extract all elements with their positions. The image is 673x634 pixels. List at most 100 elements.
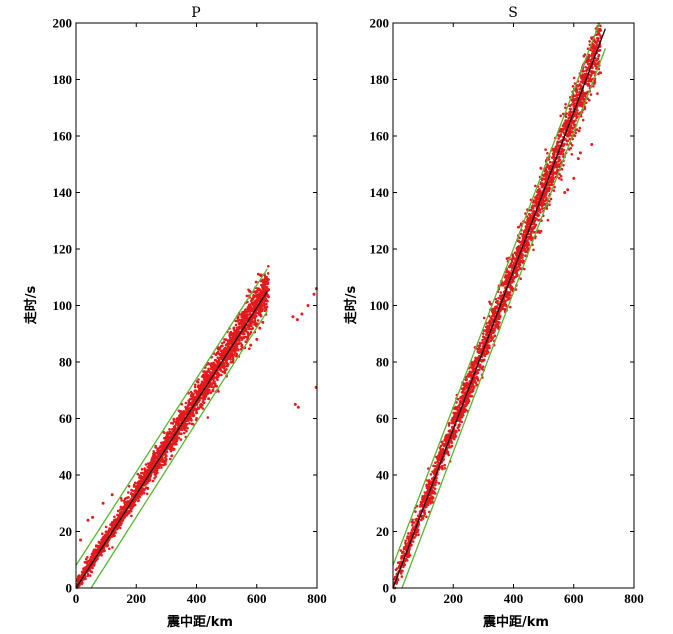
data-point — [461, 407, 465, 411]
data-point — [524, 250, 527, 253]
data-point — [521, 256, 524, 259]
data-point — [589, 74, 592, 78]
data-point — [526, 241, 530, 245]
data-point — [531, 206, 535, 210]
data-point — [213, 365, 217, 369]
data-point — [237, 342, 241, 346]
data-point — [83, 575, 87, 578]
data-point — [154, 475, 158, 478]
data-point — [160, 442, 164, 446]
data-point — [100, 553, 103, 557]
y-tick-label: 160 — [53, 129, 73, 144]
data-point — [105, 544, 109, 548]
data-point — [120, 519, 123, 522]
data-point — [410, 543, 413, 547]
data-point — [540, 177, 544, 181]
panel-s-points — [392, 22, 603, 590]
data-point — [395, 567, 399, 570]
data-point — [219, 352, 222, 356]
data-point — [254, 299, 257, 303]
data-point — [227, 339, 230, 343]
data-point — [585, 69, 588, 73]
data-point — [572, 76, 576, 80]
data-point — [209, 391, 212, 394]
data-point — [586, 84, 590, 87]
y-tick-label: 140 — [53, 185, 73, 200]
data-point — [202, 401, 206, 405]
data-point — [131, 494, 134, 498]
data-point — [141, 489, 145, 492]
data-point — [496, 316, 499, 319]
data-point — [176, 416, 179, 420]
data-point — [560, 178, 563, 181]
data-point — [119, 508, 122, 511]
data-point — [159, 463, 162, 467]
data-point — [544, 179, 547, 183]
data-point — [230, 332, 234, 336]
data-point — [247, 334, 250, 338]
y-tick-label: 120 — [53, 242, 73, 257]
data-point — [431, 500, 434, 503]
data-point — [558, 173, 561, 176]
data-point — [503, 276, 507, 279]
data-point — [463, 385, 467, 389]
y-tick-label: 0 — [66, 581, 73, 596]
outlier-point — [91, 515, 95, 519]
data-point — [446, 437, 450, 441]
data-point — [266, 272, 270, 275]
data-point — [587, 80, 590, 83]
data-point — [191, 410, 194, 414]
panel-p-title: P — [191, 5, 200, 21]
data-point — [113, 520, 117, 523]
data-point — [254, 280, 258, 284]
data-point — [497, 296, 500, 300]
data-point — [406, 559, 409, 562]
data-point — [523, 235, 526, 239]
data-point — [449, 429, 452, 432]
data-point — [519, 277, 522, 281]
data-point — [508, 285, 512, 289]
data-point — [505, 257, 509, 260]
data-point — [548, 200, 551, 203]
data-point — [474, 356, 477, 360]
data-point — [599, 24, 602, 28]
data-point — [463, 410, 466, 414]
data-point — [497, 320, 500, 324]
data-point — [243, 313, 246, 317]
data-point — [508, 264, 512, 268]
data-point — [548, 160, 552, 164]
data-point — [267, 265, 270, 268]
data-point — [177, 420, 180, 423]
data-point — [129, 492, 133, 496]
outlier-point — [296, 405, 300, 409]
data-point — [435, 467, 438, 471]
data-point — [263, 281, 267, 285]
data-point — [246, 313, 249, 316]
data-point — [261, 292, 265, 295]
data-point — [175, 436, 178, 440]
data-point — [142, 475, 145, 479]
data-point — [137, 480, 140, 484]
data-point — [433, 487, 437, 491]
data-point — [127, 491, 130, 494]
outlier-point — [101, 501, 105, 505]
data-point — [255, 299, 259, 303]
data-point — [518, 267, 522, 271]
data-point — [507, 271, 511, 275]
data-point — [574, 113, 577, 116]
data-point — [252, 294, 255, 297]
data-point — [539, 211, 542, 214]
data-point — [237, 321, 241, 325]
data-point — [559, 152, 563, 156]
data-point — [244, 309, 247, 313]
data-point — [421, 496, 424, 499]
data-point — [119, 526, 122, 530]
data-point — [109, 523, 113, 527]
data-point — [225, 358, 228, 362]
data-point — [234, 329, 237, 333]
data-point — [139, 490, 143, 493]
data-point — [264, 299, 268, 303]
data-point — [546, 218, 550, 222]
data-point — [135, 488, 139, 492]
data-point — [171, 428, 174, 431]
